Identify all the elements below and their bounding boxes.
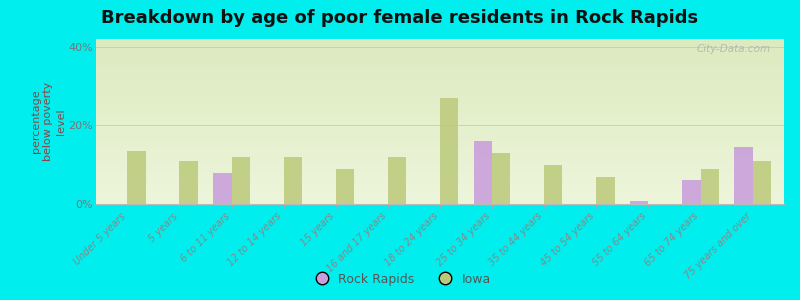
Bar <box>127 151 146 204</box>
Bar <box>492 153 510 204</box>
Bar <box>440 98 458 204</box>
Bar <box>474 141 492 204</box>
Bar <box>179 161 198 204</box>
Bar <box>630 201 649 204</box>
Bar <box>284 157 302 204</box>
Bar <box>231 157 250 204</box>
Bar <box>214 172 231 204</box>
Bar <box>388 157 406 204</box>
Bar <box>336 169 354 204</box>
Text: Breakdown by age of poor female residents in Rock Rapids: Breakdown by age of poor female resident… <box>102 9 698 27</box>
Bar <box>544 165 562 204</box>
Bar <box>753 161 771 204</box>
Bar <box>734 147 753 204</box>
Text: City-Data.com: City-Data.com <box>696 44 770 54</box>
Legend: Rock Rapids, Iowa: Rock Rapids, Iowa <box>304 268 496 291</box>
Bar <box>682 180 701 204</box>
Bar <box>596 176 614 204</box>
Bar <box>701 169 719 204</box>
Y-axis label: percentage
below poverty
level: percentage below poverty level <box>31 82 66 161</box>
